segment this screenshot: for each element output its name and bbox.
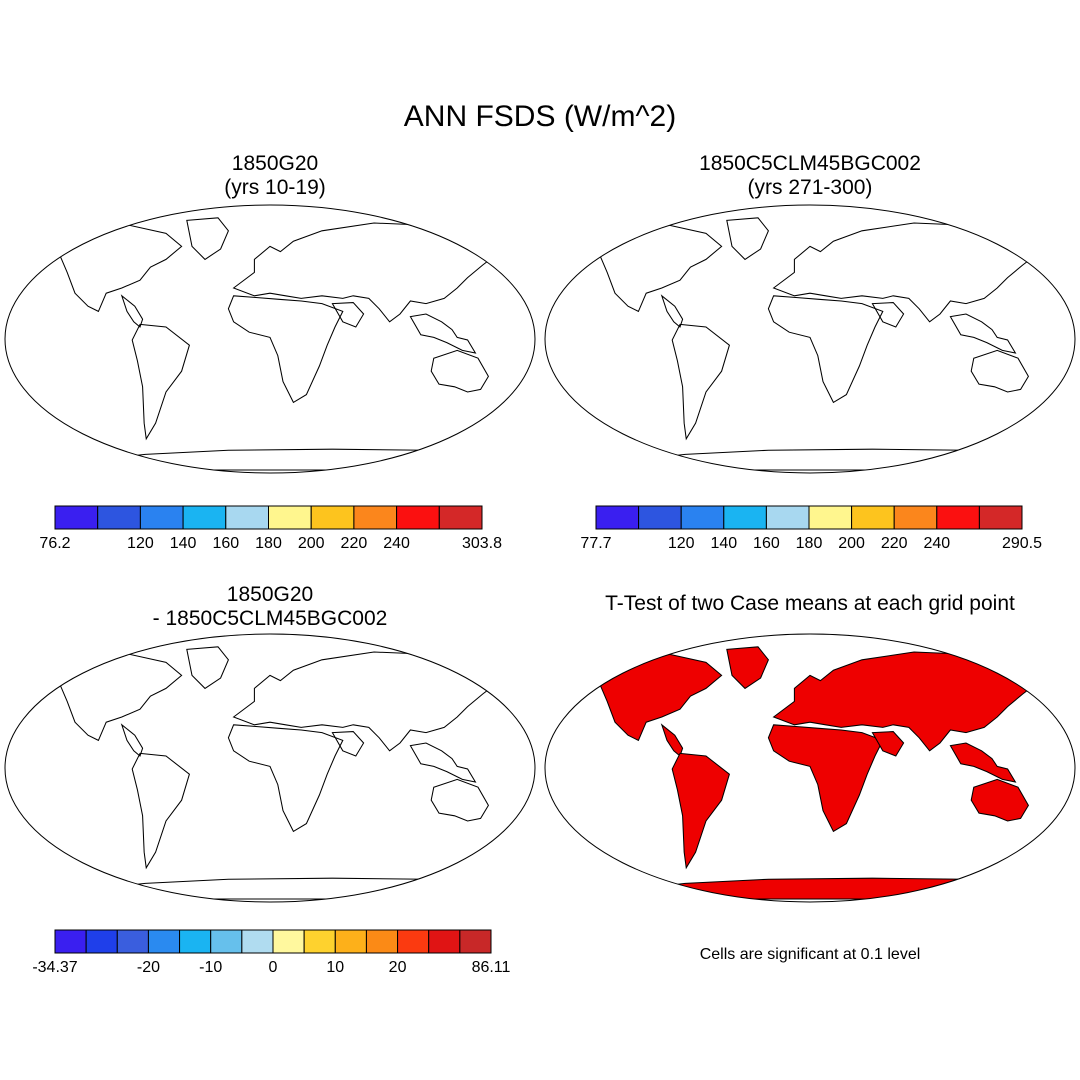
colorbar-box (179, 929, 212, 954)
colorbar-label: -10 (199, 959, 222, 976)
colorbar-box (210, 929, 243, 954)
colorbar-diff: -34.37 -20 -10 0 10 20 86.11 (32, 929, 511, 976)
map-panel-ttest (544, 633, 1076, 903)
colorbar-label: 76.2 (39, 535, 70, 552)
colorbar-box (397, 929, 430, 954)
panel-title-line1: 1850C5CLM45BGC002 (699, 152, 921, 175)
colorbar-label: 220 (881, 535, 908, 552)
colorbar-case1: 76.2 120 140 160 180 200 220 240 303.8 (39, 505, 502, 552)
colorbar-box (438, 505, 483, 530)
colorbar-label: 220 (341, 535, 368, 552)
panel-title-case2: 1850C5CLM45BGC002 (yrs 271-300) (605, 152, 1015, 200)
colorbar-box (978, 505, 1023, 530)
colorbar-box (268, 505, 312, 530)
colorbar-box (303, 929, 336, 954)
colorbar-label: 200 (298, 535, 325, 552)
panel-title-case1: 1850G20 (yrs 10-19) (70, 152, 480, 200)
colorbar-label: 86.11 (472, 959, 511, 976)
colorbar-box (893, 505, 938, 530)
colorbar-box (595, 505, 640, 530)
colorbar-label: 200 (838, 535, 865, 552)
panel-title-diff: 1850G20 - 1850C5CLM45BGC002 (60, 583, 480, 631)
colorbar-box (428, 929, 461, 954)
panel-title-line2: - 1850C5CLM45BGC002 (152, 607, 388, 630)
colorbar-label: -20 (137, 959, 160, 976)
colorbar-label: 120 (127, 535, 154, 552)
colorbar-label: 10 (326, 959, 344, 976)
colorbar-box (365, 929, 399, 954)
colorbar-box (334, 929, 367, 954)
colorbar-box (310, 505, 355, 530)
colorbar-box (54, 505, 99, 530)
colorbar-box (638, 505, 682, 530)
significance-note: Cells are significant at 0.1 level (699, 946, 921, 963)
colorbar-box (54, 929, 87, 954)
colorbar-box (85, 929, 118, 954)
colorbar-box (97, 505, 141, 530)
colorbar-box (139, 505, 184, 530)
colorbar-label: 240 (383, 535, 410, 552)
colorbar-label: 180 (255, 535, 282, 552)
colorbar-box (182, 505, 227, 530)
colorbar-box (353, 505, 398, 530)
panel-title-line1: 1850G20 (226, 583, 314, 606)
colorbar-box (765, 505, 810, 530)
colorbar-label: 20 (389, 959, 407, 976)
colorbar-box (808, 505, 853, 530)
panel-title-line2: (yrs 271-300) (747, 176, 873, 199)
colorbar-box (851, 505, 895, 530)
colorbar-box (723, 505, 767, 530)
colorbar-box (396, 505, 440, 530)
panel-title-line2: (yrs 10-19) (224, 176, 326, 199)
colorbar-box (936, 505, 980, 530)
colorbar-label: 240 (923, 535, 950, 552)
map-panel-case1 (4, 204, 536, 474)
colorbar-box (225, 505, 270, 530)
map-panel-case2 (544, 204, 1076, 474)
colorbar-box (116, 929, 149, 954)
colorbar-label: 180 (796, 535, 823, 552)
colorbar-box (241, 929, 274, 954)
panel-title-ttest: T-Test of two Case means at each grid po… (605, 592, 1015, 615)
colorbar-label: 160 (753, 535, 780, 552)
colorbar-label: -34.37 (32, 959, 77, 976)
colorbar-label: 290.5 (1002, 535, 1042, 552)
colorbar-label: 0 (269, 959, 278, 976)
colorbar-label: 160 (212, 535, 239, 552)
colorbar-box (680, 505, 725, 530)
colorbar-box (147, 929, 181, 954)
colorbar-label: 140 (710, 535, 737, 552)
main-title: ANN FSDS (W/m^2) (403, 100, 677, 133)
colorbar-label: 140 (170, 535, 197, 552)
map-panel-diff (4, 633, 536, 903)
colorbar-label: 303.8 (462, 535, 502, 552)
colorbar-label: 77.7 (580, 535, 611, 552)
colorbar-box (459, 929, 492, 954)
colorbar-label: 120 (668, 535, 695, 552)
colorbar-box (272, 929, 305, 954)
panel-title-line1: 1850G20 (231, 152, 319, 175)
colorbar-case2: 77.7 120 140 160 180 200 220 240 290.5 (580, 505, 1042, 552)
